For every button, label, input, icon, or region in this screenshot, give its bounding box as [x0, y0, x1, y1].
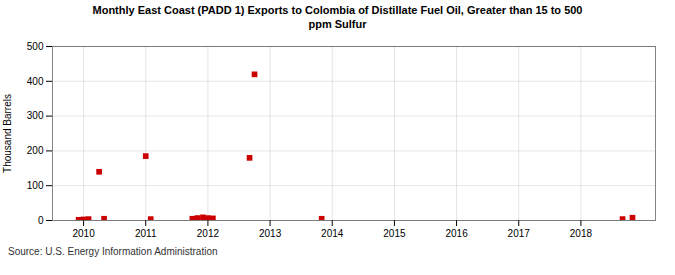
svg-text:2016: 2016 — [445, 227, 468, 238]
svg-text:500: 500 — [27, 40, 44, 51]
html-text:Source: U.S. Energy Informatio: Source: U.S. Energy Information Administ… — [8, 245, 218, 257]
svg-text:Thousand Barrels: Thousand Barrels — [2, 94, 13, 173]
svg-text:2011: 2011 — [135, 227, 157, 238]
html-text:Monthly East Coast (PADD 1) Ex: Monthly East Coast (PADD 1) Exports to C… — [92, 4, 583, 30]
svg-text:400: 400 — [27, 75, 44, 86]
svg-text:2013: 2013 — [259, 227, 282, 238]
svg-text:200: 200 — [27, 145, 44, 156]
svg-text:2014: 2014 — [321, 227, 344, 238]
svg-text:2015: 2015 — [383, 227, 406, 238]
svg-text:2010: 2010 — [72, 227, 95, 238]
svg-text:0: 0 — [38, 214, 44, 225]
svg-text:100: 100 — [27, 179, 44, 190]
svg-text:2018: 2018 — [570, 227, 593, 238]
svg-text:2017: 2017 — [508, 227, 531, 238]
svg-text:2012: 2012 — [197, 227, 220, 238]
svg-text:300: 300 — [27, 110, 44, 121]
